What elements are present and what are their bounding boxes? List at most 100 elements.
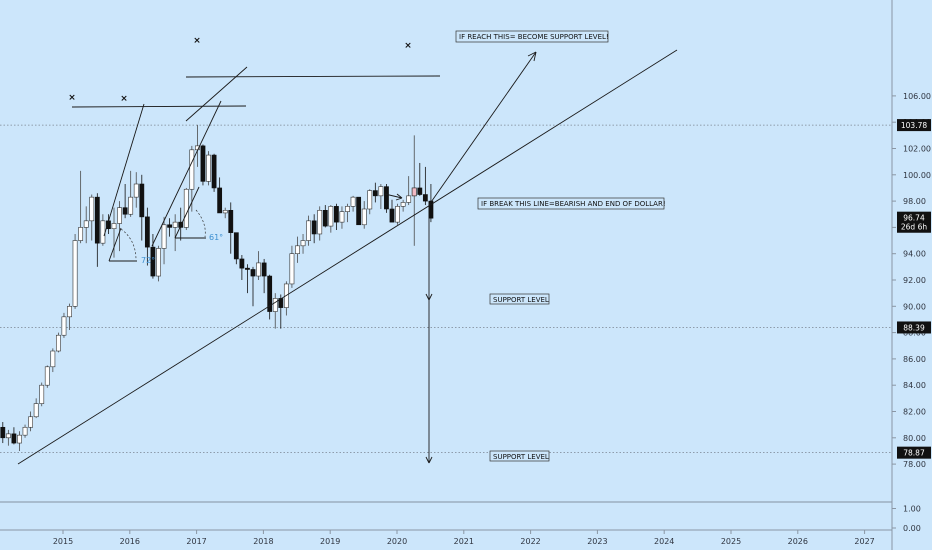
candle	[328, 205, 334, 233]
candle	[83, 206, 89, 244]
candle	[339, 206, 345, 229]
x-tick-label: 2019	[320, 537, 340, 546]
channel-line	[103, 103, 145, 237]
candle-body	[172, 221, 178, 228]
resistance-segment	[185, 75, 441, 78]
price-tag: 96.74	[897, 211, 931, 224]
candle	[322, 205, 328, 228]
candle	[61, 312, 67, 338]
price-tag-box	[897, 446, 931, 459]
pointer-arrow	[384, 193, 403, 199]
candle-body	[117, 207, 122, 224]
price-tag: 78.87	[897, 446, 931, 459]
annotation-support-level-2[interactable]: SUPPORT LEVEL	[489, 450, 550, 462]
candle-body	[261, 262, 267, 277]
candle	[422, 166, 428, 206]
candle	[0, 422, 6, 444]
candle-body	[55, 334, 61, 352]
time-axis[interactable]: 2015 2016 2017 2018 2019 2020 2021 2022 2023 2024…	[53, 530, 875, 546]
candle	[311, 214, 317, 244]
candle-body	[83, 220, 89, 228]
candle	[233, 232, 239, 265]
candle	[128, 170, 134, 217]
x-tick-label: 2027	[854, 537, 874, 546]
candle-body	[211, 154, 217, 189]
candle-body	[222, 210, 228, 214]
y-tick-label: 78.00	[903, 460, 926, 469]
candle	[72, 233, 78, 309]
candle	[78, 170, 84, 244]
candle	[156, 245, 161, 282]
annotation-reach-support[interactable]: IF REACH THIS= BECOME SUPPORT LEVEL!	[455, 30, 609, 43]
candle-body	[200, 145, 206, 182]
candle-body	[395, 206, 400, 223]
annotation-break-line[interactable]: IF BREAK THIS LINE=BEARISH AND END OF DO…	[477, 197, 666, 210]
candle-body	[50, 350, 56, 368]
candle-body	[150, 246, 156, 277]
candle-body	[272, 298, 278, 312]
candle-body	[44, 366, 50, 386]
candle-body	[361, 208, 367, 226]
candle-body	[228, 210, 234, 233]
candle	[228, 202, 234, 254]
candle-body	[328, 206, 334, 227]
candle-body	[61, 316, 67, 336]
price-tag-box	[897, 119, 931, 132]
candle	[406, 176, 412, 206]
candle	[189, 145, 195, 212]
candle	[172, 214, 178, 252]
price-tag-label: 103.78	[901, 121, 927, 130]
candle	[372, 182, 378, 203]
candle	[167, 218, 172, 237]
candle	[350, 195, 356, 212]
candle-body	[233, 232, 239, 260]
candle-body	[17, 434, 22, 444]
candle-body	[400, 202, 406, 207]
candle-body	[417, 187, 423, 195]
x-tick-label: 2015	[53, 537, 73, 546]
candle	[89, 194, 95, 241]
price-tag-box	[897, 220, 931, 233]
arrow-head	[395, 197, 403, 201]
annotation-support-level-1[interactable]: SUPPORT LEVEL	[489, 293, 550, 305]
channel-line	[185, 66, 248, 122]
price-tag: 88.39	[897, 321, 931, 334]
candle-body	[345, 206, 350, 212]
candle	[289, 245, 295, 288]
candle-body	[317, 210, 323, 235]
y-tick-label: 94.00	[903, 250, 926, 259]
candle-body	[350, 196, 356, 207]
arrow-head	[533, 51, 537, 62]
candle	[117, 201, 122, 252]
candle-body	[128, 196, 134, 215]
y-tick-label: 1.00	[903, 505, 921, 514]
y-tick-label: 82.00	[903, 408, 926, 417]
y-tick-label: 100.00	[903, 171, 931, 180]
target-arrow-line	[428, 51, 537, 206]
price-tag: 26d 6h	[897, 220, 931, 233]
channel-line	[151, 100, 222, 247]
candle	[111, 207, 117, 258]
x-tick-label: 2025	[721, 537, 741, 546]
candle	[22, 424, 28, 438]
annotation-box	[477, 197, 665, 210]
price-tag-box	[897, 211, 931, 224]
candle-body	[28, 416, 33, 428]
candlestick-series	[0, 124, 434, 451]
arrow-head	[428, 456, 433, 464]
y-tick-label: 92.00	[903, 276, 926, 285]
candle-body	[322, 210, 328, 227]
candle	[178, 207, 184, 241]
price-tag: 103.78	[897, 119, 931, 132]
candle	[206, 151, 211, 186]
annotation-text: IF REACH THIS= BECOME SUPPORT LEVEL!	[459, 33, 609, 41]
candle-body	[245, 267, 250, 270]
angle-arc	[120, 228, 137, 261]
candle	[39, 382, 45, 407]
candle-body	[139, 183, 145, 218]
y-tick-label: 98.00	[903, 197, 926, 206]
candle	[67, 303, 72, 330]
